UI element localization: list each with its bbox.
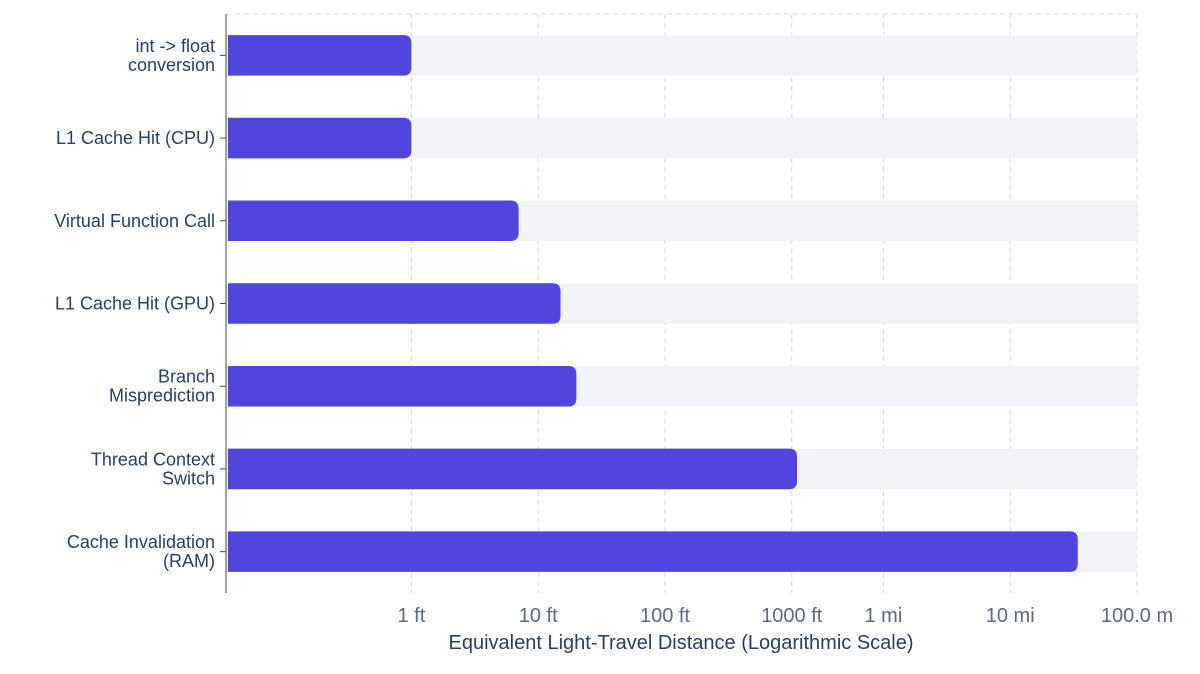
x-tick-label: 100.0 m — [1101, 605, 1173, 627]
y-tick-label: Cache Invalidation (RAM) — [67, 532, 215, 571]
x-axis-title: Equivalent Light-Travel Distance (Logari… — [448, 632, 913, 654]
bar — [228, 531, 1078, 572]
y-tick-labels: int -> float conversion L1 Cache Hit (CPU)… — [54, 36, 215, 571]
y-tick-label: int -> float conversion — [128, 36, 215, 75]
x-tick-labels: 1 ft 10 ft 100 ft 1000 ft 1 mi 10 mi 100.0 m — [397, 605, 1173, 627]
x-tick-label: 1 ft — [397, 605, 425, 627]
bar — [228, 35, 412, 76]
bar — [228, 365, 577, 407]
x-tick-label: 100 ft — [640, 605, 690, 627]
x-tick-label: 1000 ft — [761, 605, 823, 627]
y-tick-label: L1 Cache Hit (GPU) — [55, 294, 215, 314]
x-tick-label: 1 mi — [865, 605, 903, 627]
y-tick-label: Branch Misprediction — [109, 367, 215, 406]
x-tick-label: 10 ft — [519, 605, 558, 627]
y-tick-label: Thread Context Switch — [91, 449, 215, 488]
bar-layer — [228, 35, 1078, 572]
bar — [228, 448, 798, 490]
bar — [228, 117, 412, 159]
y-tick-label: L1 Cache Hit (CPU) — [56, 128, 215, 148]
y-tick-label: Virtual Function Call — [54, 211, 215, 231]
axis-layer — [220, 14, 227, 593]
bar — [228, 283, 561, 324]
x-tick-label: 10 mi — [986, 605, 1035, 627]
bar — [228, 200, 519, 242]
